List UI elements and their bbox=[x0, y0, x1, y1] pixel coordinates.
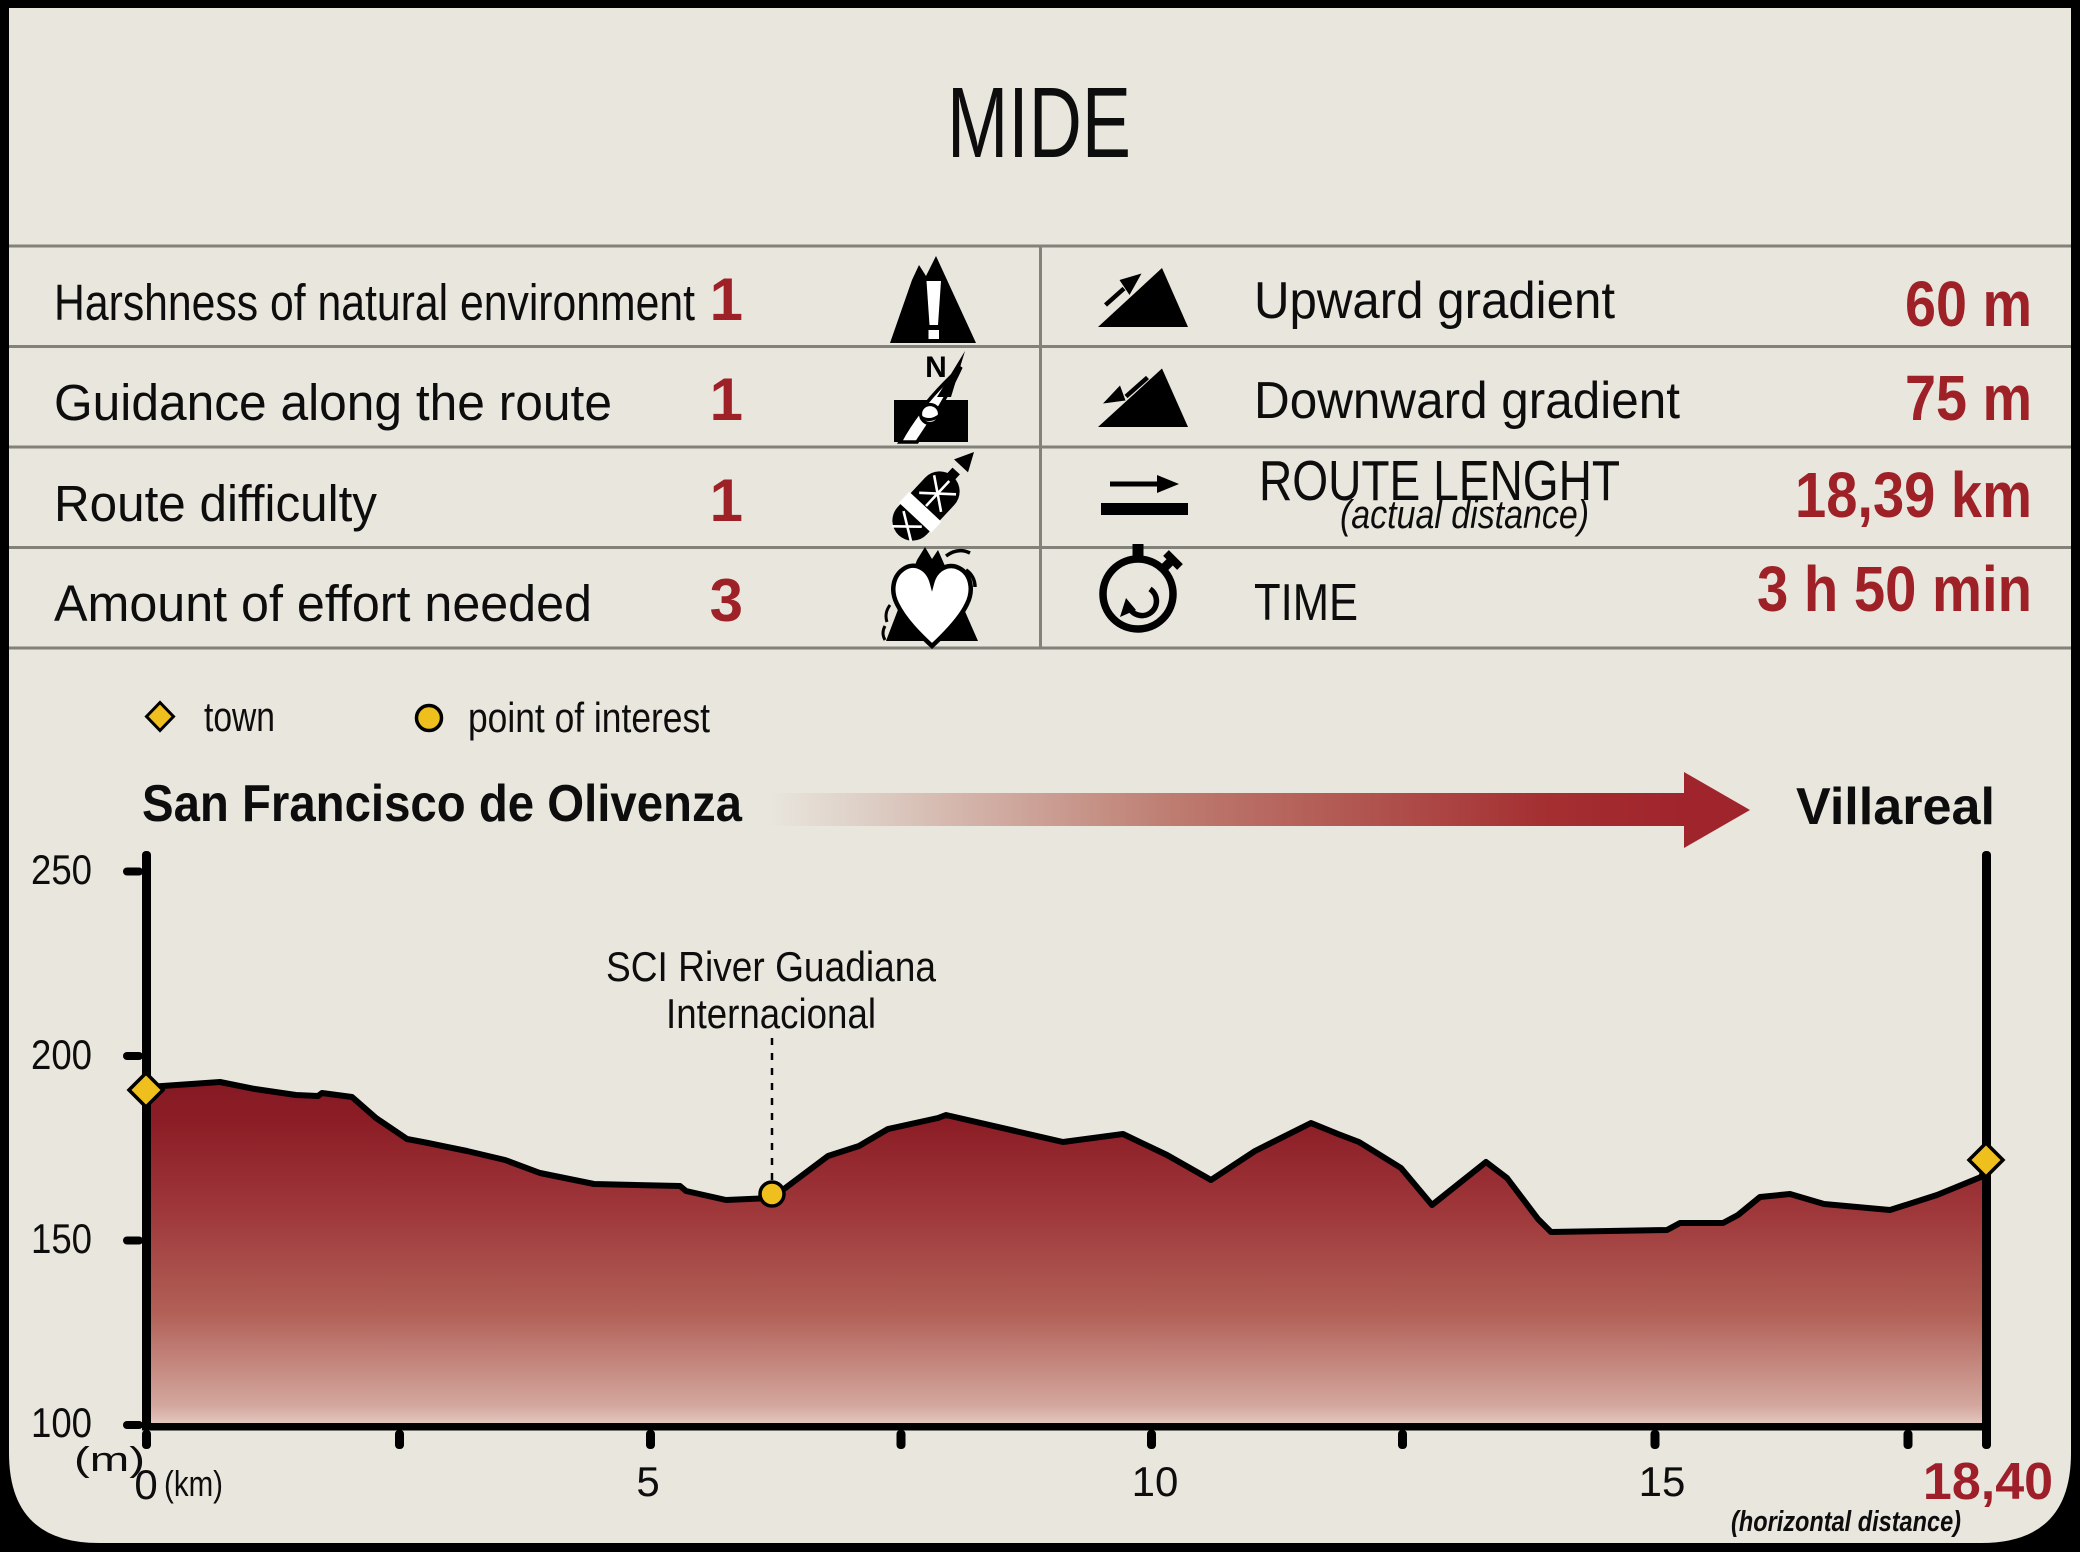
svg-text:town: town bbox=[204, 693, 275, 740]
svg-text:(horizontal distance): (horizontal distance) bbox=[1731, 1506, 1961, 1538]
svg-text:(actual distance): (actual distance) bbox=[1340, 493, 1589, 537]
svg-text:N: N bbox=[925, 351, 947, 384]
svg-text:Guidance along the route: Guidance along the route bbox=[54, 374, 612, 431]
svg-text:18,40: 18,40 bbox=[1923, 1453, 2053, 1511]
svg-text:point of interest: point of interest bbox=[468, 694, 710, 741]
svg-text:San Francisco de Olivenza: San Francisco de Olivenza bbox=[142, 775, 743, 833]
svg-text:75 m: 75 m bbox=[1905, 362, 2032, 434]
svg-text:150: 150 bbox=[31, 1215, 92, 1262]
svg-text:0: 0 bbox=[134, 1461, 157, 1508]
svg-text:100: 100 bbox=[31, 1399, 92, 1446]
svg-text:(km): (km) bbox=[164, 1463, 223, 1504]
svg-text:5: 5 bbox=[636, 1458, 659, 1505]
svg-text:10: 10 bbox=[1132, 1458, 1179, 1505]
svg-text:Amount of effort needed: Amount of effort needed bbox=[54, 575, 592, 632]
svg-text:Internacional: Internacional bbox=[666, 990, 876, 1037]
svg-text:ROUTE LENGHT: ROUTE LENGHT bbox=[1259, 449, 1620, 513]
svg-text:200: 200 bbox=[31, 1031, 92, 1078]
svg-text:18,39 km: 18,39 km bbox=[1795, 459, 2032, 531]
svg-text:MIDE: MIDE bbox=[947, 67, 1131, 179]
svg-text:1: 1 bbox=[710, 366, 743, 433]
svg-text:Villareal: Villareal bbox=[1796, 778, 1995, 836]
svg-text:TIME: TIME bbox=[1254, 574, 1358, 632]
svg-text:15: 15 bbox=[1639, 1458, 1686, 1505]
svg-text:1: 1 bbox=[710, 266, 743, 333]
svg-text:250: 250 bbox=[31, 846, 92, 893]
svg-text:(m): (m) bbox=[74, 1441, 145, 1479]
svg-text:Downward gradient: Downward gradient bbox=[1254, 372, 1681, 430]
svg-text:Route difficulty: Route difficulty bbox=[54, 475, 377, 532]
svg-text:1: 1 bbox=[710, 467, 743, 534]
svg-text:3: 3 bbox=[710, 567, 743, 634]
svg-text:60 m: 60 m bbox=[1905, 268, 2032, 340]
svg-text:SCI River Guadiana: SCI River Guadiana bbox=[606, 943, 937, 990]
svg-text:3 h 50 min: 3 h 50 min bbox=[1757, 553, 2032, 625]
svg-text:Upward gradient: Upward gradient bbox=[1254, 272, 1616, 330]
svg-text:Harshness of natural environme: Harshness of natural environment bbox=[54, 274, 695, 331]
